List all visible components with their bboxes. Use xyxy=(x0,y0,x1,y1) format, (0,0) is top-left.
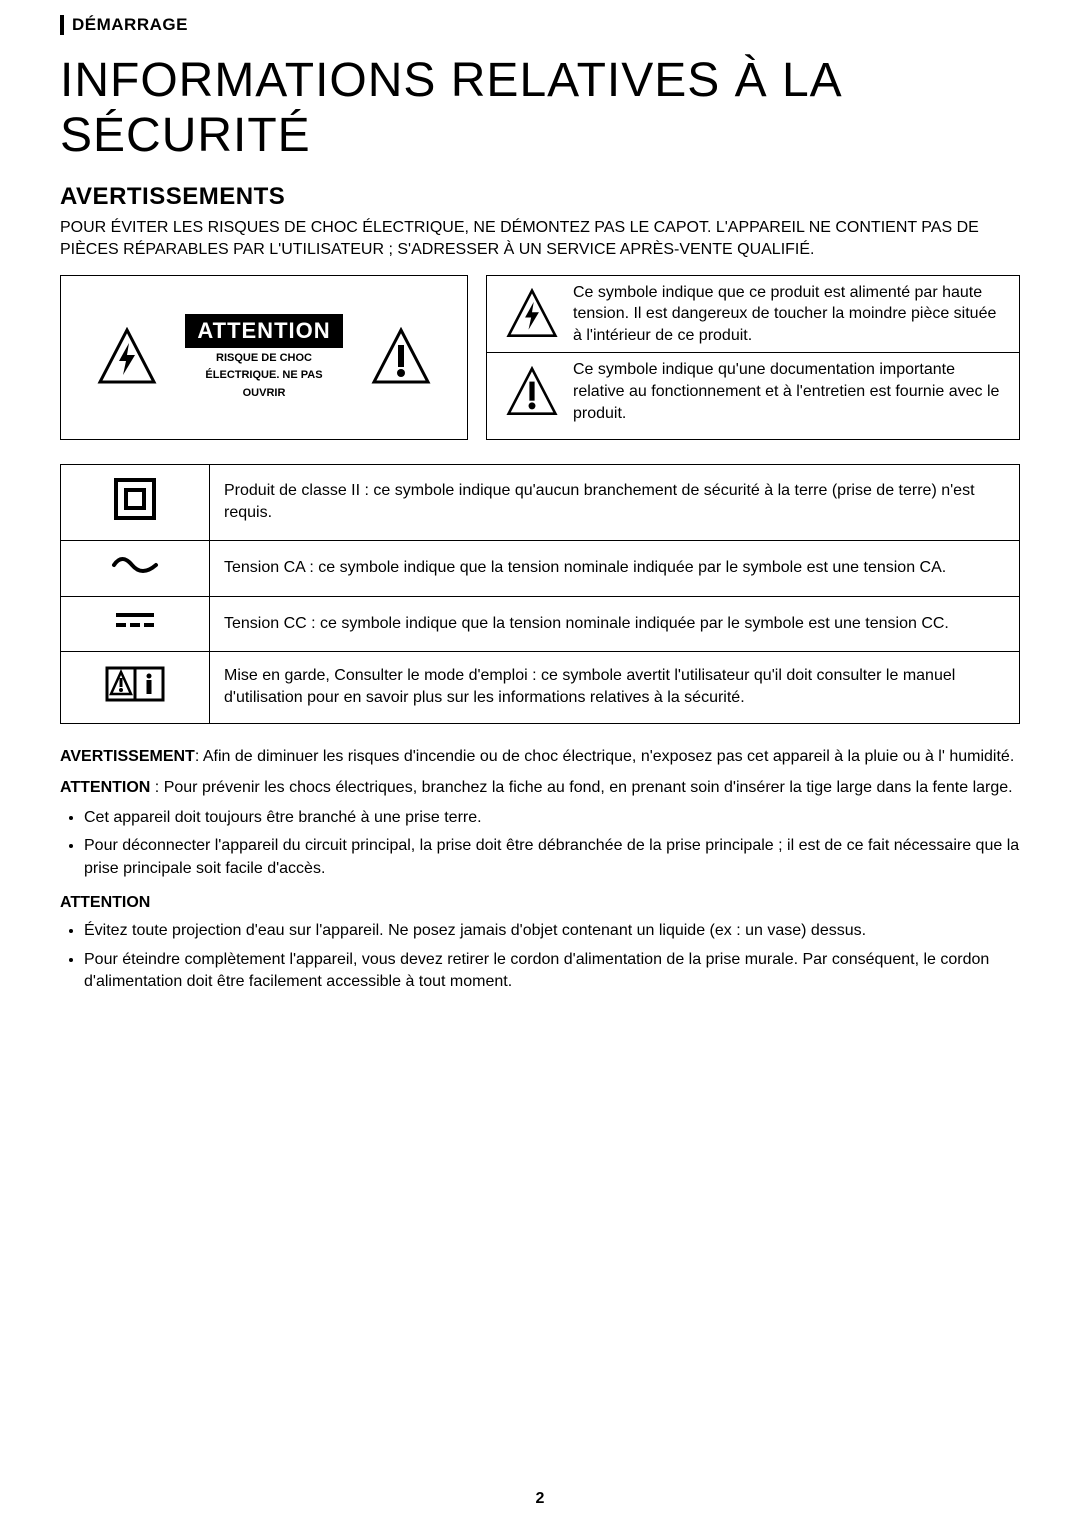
bullet-list: Évitez toute projection d'eau sur l'appa… xyxy=(60,920,1020,993)
dc-icon xyxy=(110,609,160,631)
list-item: Cet appareil doit toujours être branché … xyxy=(84,807,1020,829)
att-label: ATTENTION xyxy=(60,779,150,796)
attention-sub2: ÉLECTRIQUE. NE PAS xyxy=(205,369,322,382)
attention-label: ATTENTION xyxy=(185,314,342,348)
section-label: DÉMARRAGE xyxy=(72,15,188,34)
symbol-desc: Produit de classe II : ce symbole indiqu… xyxy=(210,464,1020,540)
list-item: Pour déconnecter l'appareil du circuit p… xyxy=(84,835,1020,880)
body-text: AVERTISSEMENT: Afin de diminuer les risq… xyxy=(60,746,1020,994)
att-text: : Pour prévenir les chocs électriques, b… xyxy=(150,779,1012,796)
warning-right-table: Ce symbole indique que ce produit est al… xyxy=(486,275,1020,440)
body-paragraph: ATTENTION : Pour prévenir les chocs élec… xyxy=(60,777,1020,799)
class2-icon xyxy=(113,477,157,521)
table-row: Tension CA : ce symbole indique que la t… xyxy=(61,540,1020,596)
list-item: Pour éteindre complètement l'appareil, v… xyxy=(84,949,1020,994)
exclamation-triangle-icon xyxy=(371,327,431,387)
attention-subheading: ATTENTION xyxy=(60,892,1020,914)
warning-row-text: Ce symbole indique qu'une documentation … xyxy=(567,359,1009,424)
ac-icon xyxy=(110,553,160,577)
symbol-desc: Tension CA : ce symbole indique que la t… xyxy=(210,540,1020,596)
warning-row: Ce symbole indique que ce produit est al… xyxy=(487,276,1019,353)
attention-sub3: OUVRIR xyxy=(243,387,286,400)
symbol-table: Produit de classe II : ce symbole indiqu… xyxy=(60,464,1020,725)
page-title: INFORMATIONS RELATIVES À LA SÉCURITÉ xyxy=(60,53,1020,163)
shock-triangle-icon xyxy=(97,327,157,387)
attention-sub1: RISQUE DE CHOC xyxy=(216,352,312,365)
page-number: 2 xyxy=(0,1490,1080,1508)
attention-badge: ATTENTION RISQUE DE CHOC ÉLECTRIQUE. NE … xyxy=(185,314,342,400)
table-row: Mise en garde, Consulter le mode d'emplo… xyxy=(61,651,1020,723)
warning-panel: ATTENTION RISQUE DE CHOC ÉLECTRIQUE. NE … xyxy=(60,275,1020,440)
warn-text: : Afin de diminuer les risques d'incendi… xyxy=(195,748,1014,765)
symbol-desc: Tension CC : ce symbole indique que la t… xyxy=(210,597,1020,651)
body-paragraph: AVERTISSEMENT: Afin de diminuer les risq… xyxy=(60,746,1020,768)
symbol-desc: Mise en garde, Consulter le mode d'emplo… xyxy=(210,651,1020,723)
bullet-list: Cet appareil doit toujours être branché … xyxy=(60,807,1020,880)
attention-box: ATTENTION RISQUE DE CHOC ÉLECTRIQUE. NE … xyxy=(60,275,468,440)
shock-triangle-icon xyxy=(506,288,558,340)
table-row: Tension CC : ce symbole indique que la t… xyxy=(61,597,1020,651)
warning-row: Ce symbole indique qu'une documentation … xyxy=(487,352,1019,430)
manual-warning-icon xyxy=(105,664,165,704)
warning-row-text: Ce symbole indique que ce produit est al… xyxy=(567,282,1009,347)
warn-label: AVERTISSEMENT xyxy=(60,748,195,765)
section-header: DÉMARRAGE xyxy=(60,15,1020,35)
list-item: Évitez toute projection d'eau sur l'appa… xyxy=(84,920,1020,942)
subtitle: AVERTISSEMENTS xyxy=(60,183,1020,211)
exclamation-triangle-icon xyxy=(506,366,558,418)
table-row: Produit de classe II : ce symbole indiqu… xyxy=(61,464,1020,540)
lead-paragraph: POUR ÉVITER LES RISQUES DE CHOC ÉLECTRIQ… xyxy=(60,217,1020,260)
